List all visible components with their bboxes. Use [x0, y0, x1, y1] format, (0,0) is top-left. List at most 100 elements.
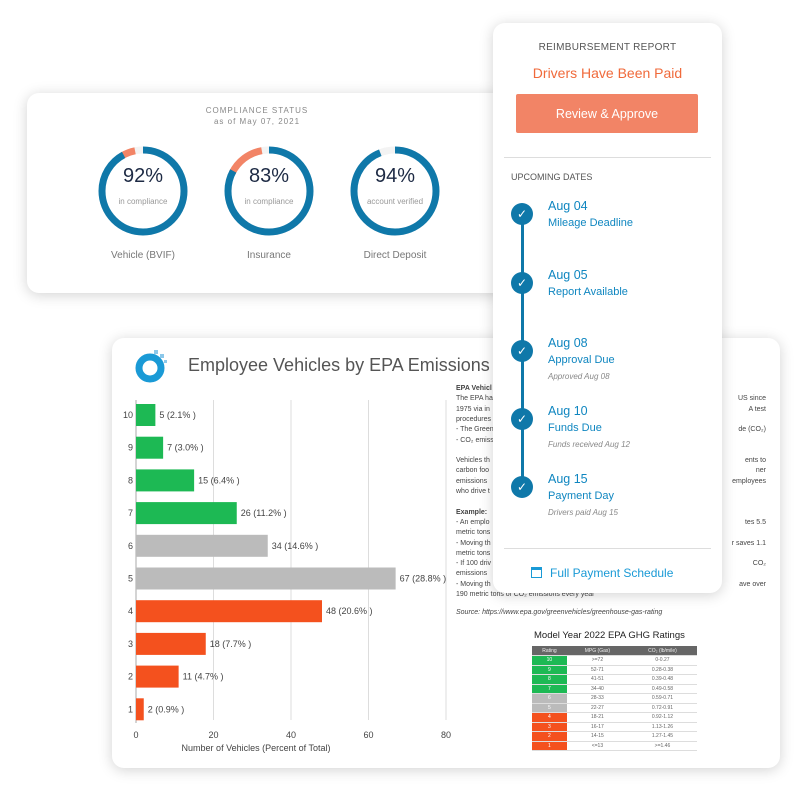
- table-cell: 28-33: [566, 693, 628, 704]
- data-label: 7 (3.0% ): [167, 443, 204, 453]
- bar: [136, 469, 195, 492]
- bar: [136, 502, 237, 525]
- table-cell: <=13: [566, 741, 628, 751]
- epa-text-line: ave over: [739, 580, 766, 588]
- epa-text-line: employees: [732, 477, 766, 485]
- epa-text-line: metric tons: [456, 529, 491, 537]
- epa-text-line: - Moving th: [456, 580, 491, 588]
- check-icon: ✓: [511, 203, 533, 225]
- table-cell: 16-17: [566, 722, 628, 732]
- data-label: 67 (28.8% ): [400, 574, 447, 584]
- table-row: 2 14-15 1.27-1.45: [532, 731, 697, 742]
- step-note: Approved Aug 08: [548, 372, 610, 381]
- compliance-percent: 92%: [122, 165, 164, 187]
- table-cell: 0.92-1.12: [627, 712, 697, 723]
- full-payment-schedule-link[interactable]: Full Payment Schedule: [531, 566, 673, 580]
- epa-text-line: - The Green: [456, 426, 494, 434]
- ghg-ratings-table: Rating MPG (Gas) CO₂ (lb/mile) 10 >=72 0-0.27…: [532, 646, 697, 751]
- check-icon: ✓: [511, 476, 533, 498]
- table-cell: 18-21: [566, 712, 628, 723]
- table-cell: 1.27-1.45: [627, 731, 697, 742]
- step-date: Aug 04: [548, 199, 588, 213]
- table-row: 8 41-51 0.39-0.48: [532, 674, 697, 685]
- table-cell: 52-71: [566, 665, 628, 675]
- bar: [136, 534, 268, 557]
- compliance-label: Vehicle (BVIF): [111, 250, 175, 261]
- y-tick-label: 10: [123, 410, 133, 420]
- review-approve-button[interactable]: Review & Approve: [516, 94, 698, 133]
- table-row: 4 18-21 0.92-1.12: [532, 712, 697, 723]
- table-cell: 6: [532, 693, 567, 704]
- x-tick-label: 40: [286, 730, 296, 740]
- table-row: 7 34-40 0.49-0.58: [532, 684, 697, 694]
- compliance-donut: 83% in compliance: [223, 145, 315, 237]
- table-row: 9 52-71 0.28-0.38: [532, 665, 697, 675]
- data-label: 15 (6.4% ): [198, 475, 240, 485]
- donut-ring: [350, 146, 440, 236]
- reimbursement-report-card: REIMBURSEMENT REPORT Drivers Have Been P…: [493, 23, 722, 593]
- table-row: 10 >=72 0-0.27: [532, 655, 697, 666]
- step-title: Report Available: [548, 286, 628, 298]
- table-cell: 9: [532, 665, 567, 675]
- step-title: Approval Due: [548, 354, 615, 366]
- epa-text-line: emissions: [456, 477, 488, 485]
- epa-text-line: r saves 1.1: [731, 539, 766, 547]
- x-tick-label: 20: [208, 730, 218, 740]
- bar: [136, 436, 164, 459]
- table-row: 1 <=13 >=1.46: [532, 741, 697, 751]
- epa-source: Source: https://www.epa.gov/greenvehicle…: [456, 609, 663, 616]
- table-cell: 7: [532, 684, 567, 694]
- epa-text-line: CO₂: [752, 560, 766, 568]
- bar: [136, 567, 396, 590]
- compliance-donut: 94% account verified: [349, 145, 441, 237]
- bar: [136, 698, 144, 721]
- epa-text-line: - Moving th: [456, 539, 491, 547]
- check-icon: ✓: [511, 408, 533, 430]
- divider: [504, 157, 711, 158]
- epa-text-line: de (CO₂): [738, 426, 766, 434]
- full-payment-schedule-label: Full Payment Schedule: [550, 566, 674, 580]
- epa-text-line: 1975 via in: [456, 405, 490, 413]
- step-date: Aug 15: [548, 472, 588, 486]
- calendar-icon: [531, 567, 542, 578]
- reimbursement-title: REIMBURSEMENT REPORT: [538, 42, 677, 53]
- bar: [136, 632, 206, 655]
- step-title: Payment Day: [548, 490, 615, 502]
- compliance-subtext: in compliance: [118, 197, 168, 206]
- table-cell: >=72: [566, 655, 628, 666]
- data-label: 11 (4.7% ): [183, 672, 224, 682]
- x-tick-label: 60: [363, 730, 373, 740]
- epa-text-line: Vehicles th: [456, 457, 490, 465]
- step-note: Drivers paid Aug 15: [548, 508, 618, 517]
- company-logo-icon: [135, 350, 167, 383]
- compliance-label: Direct Deposit: [363, 250, 427, 261]
- step-date: Aug 05: [548, 268, 588, 282]
- table-cell: 5: [532, 703, 567, 713]
- epa-text-line: ents to: [744, 457, 766, 465]
- epa-text-line: - If 100 driv: [456, 560, 492, 568]
- table-cell: 41-51: [566, 674, 628, 685]
- bar: [136, 600, 322, 623]
- data-label: 18 (7.7% ): [210, 639, 252, 649]
- table-cell: 8: [532, 674, 567, 685]
- table-cell: 22-27: [566, 703, 628, 713]
- table-cell: 4: [532, 712, 567, 723]
- y-tick-label: 3: [128, 639, 133, 649]
- compliance-donut: 92% in compliance: [97, 145, 189, 237]
- compliance-header: COMPLIANCE STATUS as of May 07, 2021: [27, 105, 487, 127]
- table-cell: 1.13-1.26: [627, 722, 697, 732]
- table-cell: 1: [532, 741, 567, 751]
- table-cell: 0.39-0.48: [627, 674, 697, 685]
- epa-text-line: ner: [755, 467, 766, 475]
- epa-text-line: emissions: [456, 570, 488, 578]
- epa-text-line: A test: [748, 405, 766, 413]
- table-cell: 3: [532, 722, 567, 732]
- table-cell: 10: [532, 655, 567, 666]
- epa-text-line: procedures: [456, 415, 492, 423]
- data-label: 2 (0.9% ): [148, 704, 185, 714]
- bar: [136, 404, 156, 426]
- compliance-percent: 94%: [374, 165, 416, 187]
- compliance-label: Insurance: [247, 250, 291, 261]
- table-cell: 0.49-0.58: [627, 684, 697, 694]
- table-cell: 0.59-0.71: [627, 693, 697, 704]
